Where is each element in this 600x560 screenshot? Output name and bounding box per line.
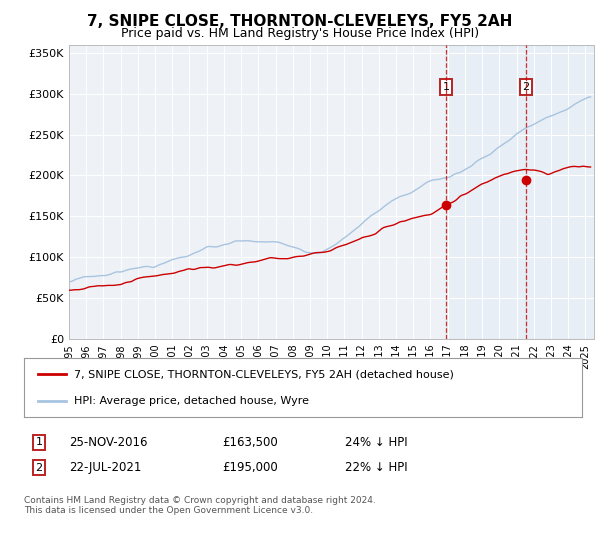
Text: 2: 2 bbox=[523, 82, 530, 92]
Text: 22-JUL-2021: 22-JUL-2021 bbox=[69, 461, 142, 474]
Text: 2: 2 bbox=[35, 463, 43, 473]
Bar bbox=[446, 45, 526, 339]
Text: 7, SNIPE CLOSE, THORNTON-CLEVELEYS, FY5 2AH: 7, SNIPE CLOSE, THORNTON-CLEVELEYS, FY5 … bbox=[88, 14, 512, 29]
Text: £195,000: £195,000 bbox=[222, 461, 278, 474]
Text: Contains HM Land Registry data © Crown copyright and database right 2024.
This d: Contains HM Land Registry data © Crown c… bbox=[24, 496, 376, 515]
Text: 24% ↓ HPI: 24% ↓ HPI bbox=[345, 436, 407, 449]
Bar bbox=[526, 45, 600, 339]
Text: 1: 1 bbox=[442, 82, 449, 92]
Text: 7, SNIPE CLOSE, THORNTON-CLEVELEYS, FY5 2AH (detached house): 7, SNIPE CLOSE, THORNTON-CLEVELEYS, FY5 … bbox=[74, 369, 454, 379]
Text: 22% ↓ HPI: 22% ↓ HPI bbox=[345, 461, 407, 474]
Text: 1: 1 bbox=[35, 437, 43, 447]
Text: £163,500: £163,500 bbox=[222, 436, 278, 449]
Text: Price paid vs. HM Land Registry's House Price Index (HPI): Price paid vs. HM Land Registry's House … bbox=[121, 27, 479, 40]
Text: 25-NOV-2016: 25-NOV-2016 bbox=[69, 436, 148, 449]
Text: HPI: Average price, detached house, Wyre: HPI: Average price, detached house, Wyre bbox=[74, 396, 309, 407]
